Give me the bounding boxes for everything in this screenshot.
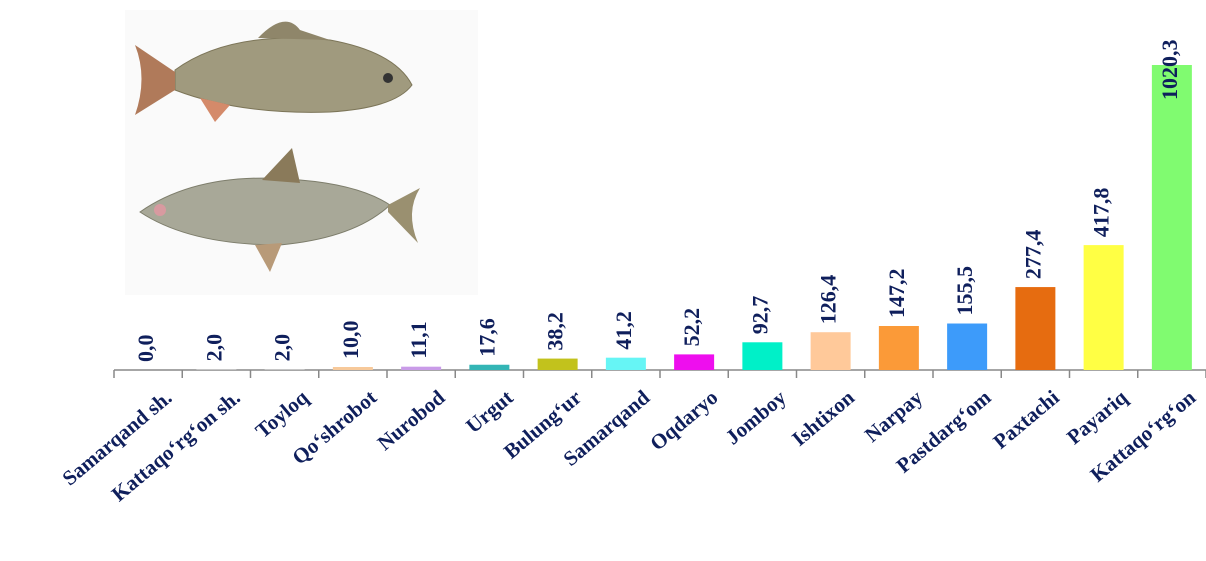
x-tick-label: Jomboy xyxy=(721,385,791,449)
value-label: 41,2 xyxy=(611,311,636,350)
value-label: 10,0 xyxy=(338,321,363,360)
value-label: 0,0 xyxy=(133,335,158,363)
bar xyxy=(674,354,715,370)
value-label: 38,2 xyxy=(543,312,568,351)
bar xyxy=(196,369,237,370)
bar xyxy=(742,342,783,370)
x-tick-label: Oqdaryo xyxy=(645,385,722,455)
bar xyxy=(1015,287,1056,370)
bar xyxy=(537,358,578,370)
fish-illustration xyxy=(125,10,478,295)
x-tick-label: Paxtachi xyxy=(988,385,1063,454)
value-label: 52,2 xyxy=(679,308,704,347)
value-label: 126,4 xyxy=(816,275,841,325)
value-label: 417,8 xyxy=(1089,188,1114,238)
value-label: 155,5 xyxy=(952,266,977,316)
bar xyxy=(401,366,442,370)
bar xyxy=(469,364,510,370)
value-label: 2,0 xyxy=(270,334,295,362)
value-label: 2,0 xyxy=(201,334,226,362)
bar xyxy=(878,325,919,370)
value-label: 17,6 xyxy=(474,318,499,357)
value-label: 1020,3 xyxy=(1157,40,1182,101)
carp xyxy=(135,21,413,122)
bar xyxy=(947,323,988,370)
bar xyxy=(1083,245,1124,370)
bar xyxy=(264,369,305,370)
bar xyxy=(1151,65,1192,370)
value-label: 277,4 xyxy=(1020,230,1045,280)
value-label: 11,1 xyxy=(406,321,431,358)
bar xyxy=(810,332,851,370)
roach xyxy=(139,148,420,272)
x-tick-label: Ishtixon xyxy=(787,385,859,451)
bar xyxy=(332,367,373,370)
x-tick-label: Nurobod xyxy=(373,385,450,455)
bar xyxy=(605,357,646,370)
x-tick-label: Urgut xyxy=(461,385,518,438)
value-label: 147,2 xyxy=(884,268,909,318)
value-label: 92,7 xyxy=(747,296,772,335)
x-tick-label: Toyloq xyxy=(251,385,313,443)
